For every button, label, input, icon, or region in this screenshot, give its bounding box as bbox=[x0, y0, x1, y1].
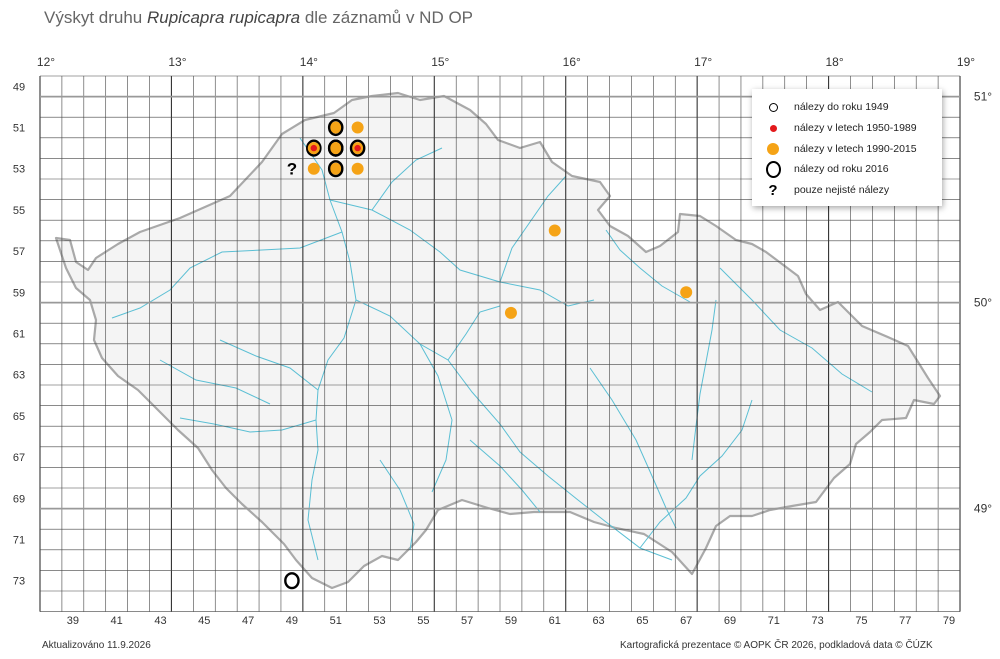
legend-label: nálezy v letech 1990-2015 bbox=[794, 143, 917, 155]
rivers bbox=[111, 137, 873, 561]
occurrence-marker bbox=[351, 162, 364, 175]
occurrence-marker bbox=[307, 162, 320, 175]
column-label: 57 bbox=[461, 615, 473, 627]
orange-dot-icon bbox=[752, 143, 794, 155]
column-label: 73 bbox=[812, 615, 824, 627]
species-name: Rupicapra rupicapra bbox=[147, 8, 301, 27]
column-label: 45 bbox=[198, 615, 210, 627]
occurrence-marker bbox=[349, 139, 366, 157]
svg-text:?: ? bbox=[287, 160, 297, 179]
legend-label: nálezy od roku 2016 bbox=[794, 163, 889, 175]
row-label: 73 bbox=[13, 576, 25, 588]
column-label: 51 bbox=[330, 615, 342, 627]
grid-labels: 12° 13° 14° 15° 16° 17° 18° 19° 51° 50° 49° 49 51 53 5… bbox=[13, 55, 992, 627]
column-label: 43 bbox=[154, 615, 166, 627]
longitude-label: 17° bbox=[694, 55, 712, 69]
row-label: 55 bbox=[13, 205, 25, 217]
row-label: 71 bbox=[13, 535, 25, 547]
column-label: 75 bbox=[855, 615, 867, 627]
longitude-label: 19° bbox=[957, 55, 975, 69]
longitude-label: 15° bbox=[431, 55, 449, 69]
legend-item-pre-1949: nálezy do roku 1949 bbox=[752, 97, 942, 117]
longitude-label: 18° bbox=[826, 55, 844, 69]
longitude-label: 13° bbox=[168, 55, 186, 69]
column-label: 55 bbox=[417, 615, 429, 627]
column-label: 41 bbox=[111, 615, 123, 627]
occurrence-marker bbox=[327, 139, 344, 157]
column-label: 59 bbox=[505, 615, 517, 627]
column-label: 53 bbox=[373, 615, 385, 627]
occurrence-marker bbox=[307, 142, 320, 155]
row-label: 49 bbox=[13, 81, 25, 93]
column-label: 47 bbox=[242, 615, 254, 627]
occurrence-marker bbox=[351, 121, 364, 134]
row-label: 51 bbox=[13, 123, 25, 135]
longitude-label: 14° bbox=[300, 55, 318, 69]
column-label: 67 bbox=[680, 615, 692, 627]
red-dot-icon bbox=[752, 124, 794, 132]
longitude-label: 16° bbox=[563, 55, 581, 69]
legend-item-1950-1989: nálezy v letech 1950-1989 bbox=[752, 118, 942, 138]
occurrence-marker bbox=[327, 160, 344, 178]
column-label: 39 bbox=[67, 615, 79, 627]
occurrence-marker bbox=[284, 572, 300, 590]
occurrence-markers: ? bbox=[284, 118, 693, 590]
row-label: 69 bbox=[13, 493, 25, 505]
column-label: 77 bbox=[899, 615, 911, 627]
row-label: 63 bbox=[13, 370, 25, 382]
legend-item-1990-2015: nálezy v letech 1990-2015 bbox=[752, 139, 942, 159]
latitude-label: 50° bbox=[974, 296, 992, 310]
column-label: 49 bbox=[286, 615, 298, 627]
occurrence-marker bbox=[327, 118, 344, 137]
row-label: 65 bbox=[13, 411, 25, 423]
title-suffix: dle záznamů v ND OP bbox=[304, 8, 474, 27]
row-label: 59 bbox=[13, 287, 25, 299]
legend-label: pouze nejisté nálezy bbox=[794, 184, 890, 196]
map-title: Výskyt druhu Rupicapra rupicapra dle záz… bbox=[44, 8, 473, 28]
title-prefix: Výskyt druhu bbox=[44, 8, 143, 27]
legend-item-2016: nálezy od roku 2016 bbox=[752, 159, 942, 179]
row-label: 67 bbox=[13, 452, 25, 464]
open-big-circle-icon bbox=[752, 160, 794, 178]
occurrence-marker: ? bbox=[287, 160, 297, 179]
column-label: 65 bbox=[636, 615, 648, 627]
column-label: 79 bbox=[943, 615, 955, 627]
legend: nálezy do roku 1949 nálezy v letech 1950… bbox=[752, 89, 942, 206]
open-small-circle-icon bbox=[752, 102, 794, 112]
question-mark-icon: ? bbox=[768, 181, 778, 199]
row-label: 57 bbox=[13, 246, 25, 258]
longitude-label: 12° bbox=[37, 55, 55, 69]
column-label: 63 bbox=[592, 615, 604, 627]
legend-item-uncertain: ? pouze nejisté nálezy bbox=[752, 180, 942, 200]
row-label: 53 bbox=[13, 164, 25, 176]
legend-label: nálezy do roku 1949 bbox=[794, 101, 889, 113]
credits: Kartografická prezentace © AOPK ČR 2026,… bbox=[620, 640, 933, 651]
occurrence-marker bbox=[548, 224, 561, 237]
latitude-label: 51° bbox=[974, 90, 992, 104]
occurrence-marker bbox=[504, 306, 517, 319]
column-label: 69 bbox=[724, 615, 736, 627]
update-date: Aktualizováno 11.9.2026 bbox=[42, 640, 151, 651]
occurrence-marker bbox=[680, 286, 693, 299]
legend-label: nálezy v letech 1950-1989 bbox=[794, 122, 917, 134]
row-label: 61 bbox=[13, 329, 25, 341]
column-label: 61 bbox=[549, 615, 561, 627]
latitude-label: 49° bbox=[974, 502, 992, 516]
column-label: 71 bbox=[768, 615, 780, 627]
